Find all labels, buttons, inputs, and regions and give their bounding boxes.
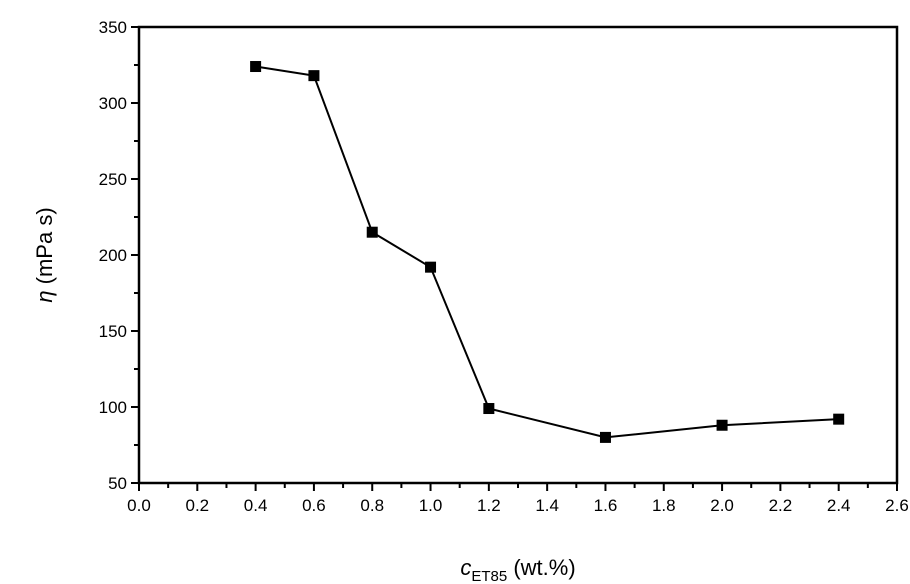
y-tick-label: 250 (99, 170, 127, 189)
y-axis-unit: (mPa s) (32, 207, 57, 290)
x-axis-symbol: c (460, 555, 471, 580)
x-tick-label: 0.6 (302, 496, 326, 515)
y-tick-label: 350 (99, 18, 127, 37)
x-tick-label: 1.6 (594, 496, 618, 515)
axes: 0.0 0.2 0.4 0.6 0.8 1.0 1.2 1.4 1.6 1.8 2.0 2.2 2.4 2… (99, 18, 909, 515)
data-point (425, 261, 437, 273)
x-tick-label: 1.2 (477, 496, 501, 515)
data-point (250, 61, 262, 73)
plot-frame (137, 25, 899, 485)
y-axis-label: η (mPa s) (32, 207, 57, 302)
y-tick-label: 150 (99, 322, 127, 341)
x-tick-label: 1.4 (535, 496, 559, 515)
x-axis-label: cET85 (wt.%) (460, 555, 575, 584)
series-line (255, 65, 839, 439)
x-tick-label: 1.8 (652, 496, 676, 515)
x-tick-label: 2.6 (885, 496, 909, 515)
data-point (833, 413, 845, 425)
x-tick-label: 2.2 (769, 496, 793, 515)
y-tick-label: 200 (99, 246, 127, 265)
x-tick-label: 0.8 (360, 496, 384, 515)
data-point (716, 419, 728, 431)
y-tick-label: 300 (99, 94, 127, 113)
y-axis-symbol: η (32, 290, 57, 302)
y-tick-label: 50 (108, 474, 127, 493)
y-tick-label: 100 (99, 398, 127, 417)
x-tick-label: 0.2 (185, 496, 209, 515)
x-tick-label: 0.4 (244, 496, 268, 515)
x-axis-subscript: ET85 (471, 568, 507, 584)
data-point (366, 226, 378, 238)
data-point (308, 70, 320, 82)
data-point (483, 403, 495, 415)
series-viscosity (250, 61, 845, 443)
x-tick-label: 1.0 (419, 496, 443, 515)
x-tick-label: 2.0 (710, 496, 734, 515)
data-point (599, 431, 611, 443)
x-tick-label: 0.0 (127, 496, 151, 515)
x-axis-unit: (wt.%) (507, 555, 575, 580)
x-tick-label: 2.4 (827, 496, 851, 515)
